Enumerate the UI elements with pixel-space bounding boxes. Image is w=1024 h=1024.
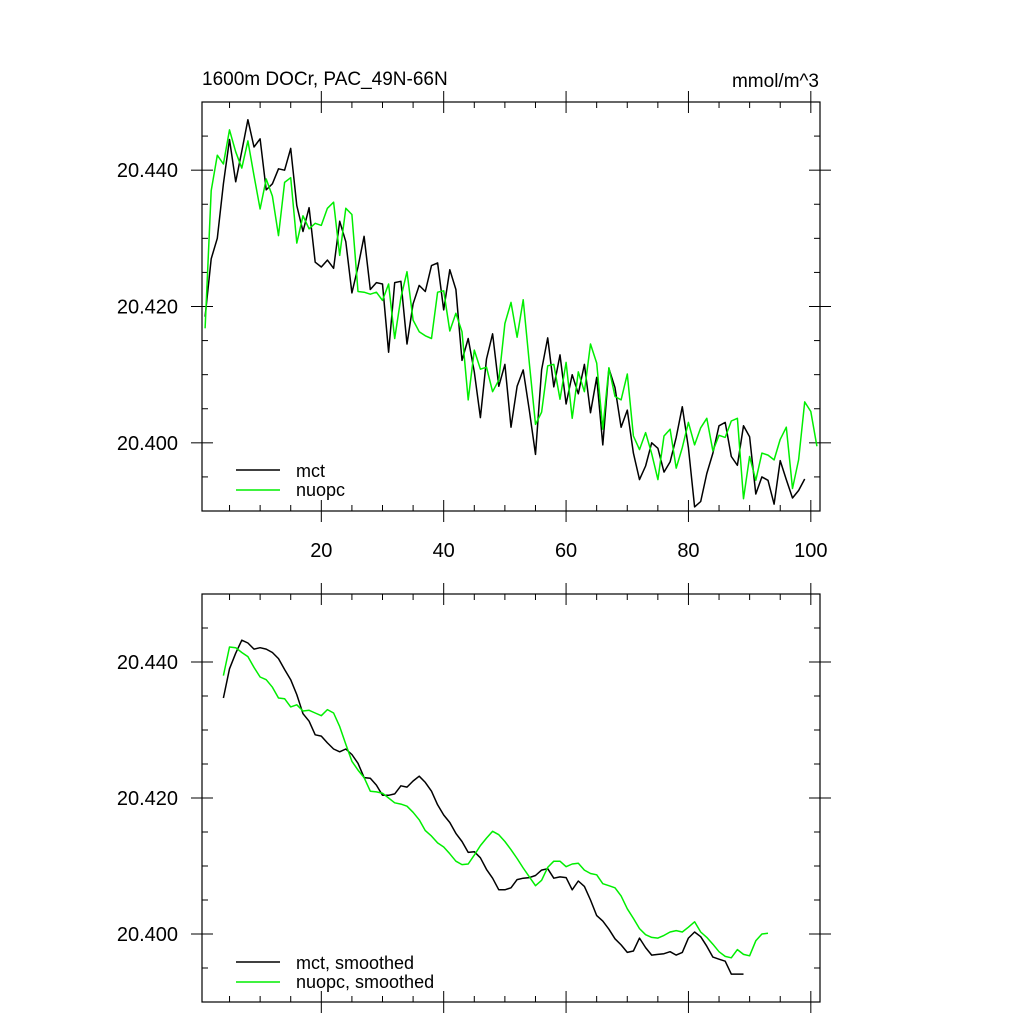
bottom-series-lines [222,639,769,975]
x-tick-label: 40 [433,540,455,562]
x-tick-label: 80 [677,540,699,562]
y-tick-label: 20.440 [117,652,178,674]
y-tick-label: 20.400 [117,924,178,946]
top-plot-panel: 1600m DOCr, PAC_49N-66N mmol/m^3 20 40 60 8… [117,69,831,562]
y-tick-label: 20.420 [117,297,178,319]
top-series-lines [204,118,818,508]
series-line-mct [204,118,806,508]
x-tick-label: 100 [794,540,827,562]
legend-label-mct: mct [296,461,325,481]
top-axes-ticks: 20 40 60 80 100 20.400 20.420 20.440 [117,91,831,562]
x-tick-label: 60 [555,540,577,562]
units-label: mmol/m^3 [732,71,819,92]
bottom-plot-frame [201,593,821,1003]
legend-label-nuopc-smoothed: nuopc, smoothed [296,972,434,992]
chart-title: 1600m DOCr, PAC_49N-66N [202,69,448,90]
series-line-nuopc-smoothed [222,646,769,959]
top-legend: mct nuopc [236,461,345,500]
series-line-nuopc [204,129,818,500]
series-line-mct-smoothed [222,639,744,975]
legend-label-mct-smoothed: mct, smoothed [296,953,414,973]
y-tick-label: 20.400 [117,433,178,455]
bottom-legend: mct, smoothed nuopc, smoothed [236,953,434,992]
bottom-plot-panel: 20.400 20.420 20.440 mct, smoothed nuopc, … [117,583,831,1013]
y-tick-label: 20.420 [117,788,178,810]
legend-label-nuopc: nuopc [296,480,345,500]
y-tick-label: 20.440 [117,160,178,182]
top-plot-frame [201,101,821,512]
bottom-axes-ticks: 20.400 20.420 20.440 [117,583,831,1013]
x-tick-label: 20 [310,540,332,562]
